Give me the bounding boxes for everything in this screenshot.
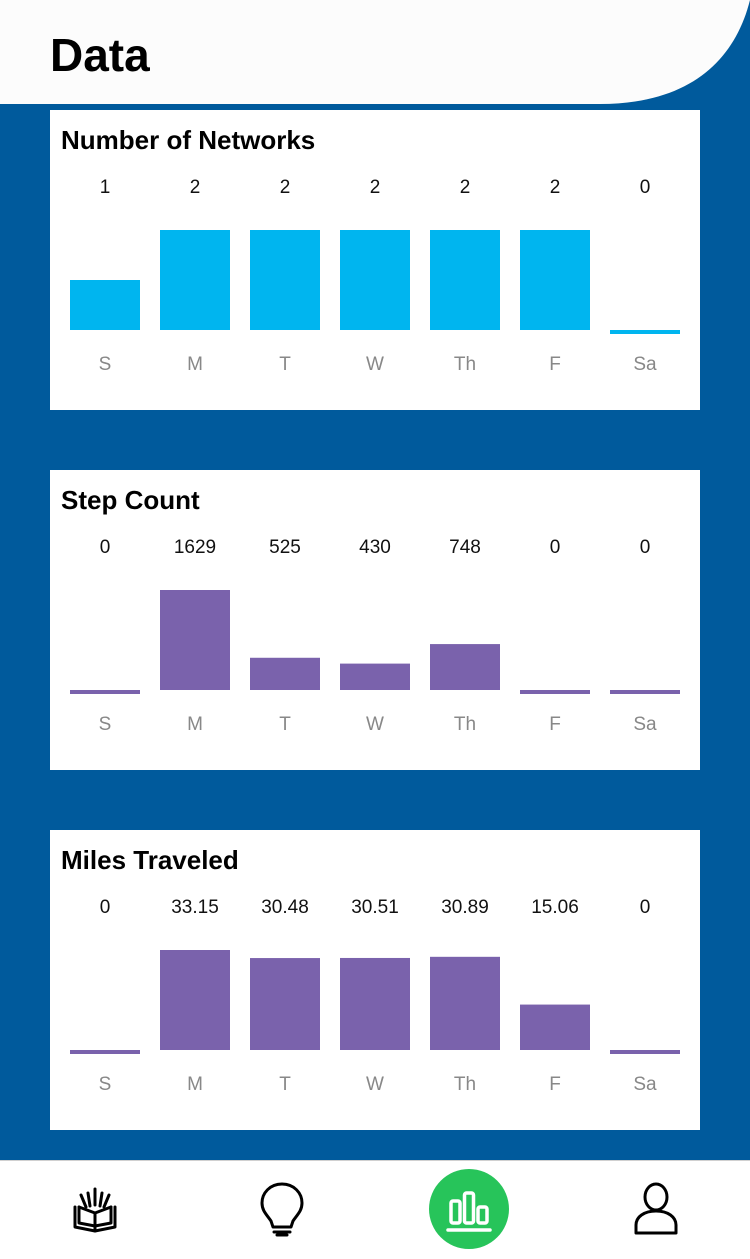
- value-label: 2: [370, 177, 381, 198]
- chart-card-miles: Miles Traveled 0 S 33.15 M 30.48 T 30.51 W 30.89…: [50, 830, 700, 1130]
- bar-t: [250, 657, 320, 690]
- value-label: 33.15: [171, 897, 219, 918]
- bar-th: [430, 644, 500, 690]
- open-book-icon: [73, 1187, 117, 1233]
- bar-chart: 1 S 2 M 2 T 2 W 2 Th 2 F 0 Sa: [70, 177, 680, 375]
- day-label: M: [187, 354, 203, 375]
- bar-s: [70, 1050, 140, 1054]
- chart-card-steps: Step Count 0 S 1629 M 525 T 430 W 748 Th 0 F 0 Sa: [50, 470, 700, 770]
- day-label: S: [99, 1074, 112, 1095]
- value-label: 430: [359, 537, 391, 558]
- bar-th: [430, 230, 500, 330]
- bar-w: [340, 957, 410, 1050]
- bar-sa: [610, 1050, 680, 1054]
- day-label: F: [549, 1074, 561, 1095]
- day-label: S: [99, 714, 112, 735]
- value-label: 0: [100, 537, 111, 558]
- day-label: M: [187, 714, 203, 735]
- bar-chart: 0 S 1629 M 525 T 430 W 748 Th 0 F 0 Sa: [70, 537, 680, 735]
- day-label: T: [279, 1074, 291, 1095]
- value-label: 30.48: [261, 897, 309, 918]
- bottom-nav: [0, 1160, 750, 1259]
- value-label: 0: [550, 537, 561, 558]
- day-label: M: [187, 1074, 203, 1095]
- lightbulb-icon: [260, 1182, 304, 1237]
- value-label: 0: [640, 537, 651, 558]
- bar-t: [250, 958, 320, 1050]
- value-label: 2: [280, 177, 291, 198]
- day-label: F: [549, 354, 561, 375]
- day-label: W: [366, 354, 384, 375]
- value-label: 0: [640, 897, 651, 918]
- value-label: 2: [190, 177, 201, 198]
- nav-data-button[interactable]: [429, 1169, 509, 1249]
- day-label: Th: [454, 714, 476, 735]
- value-label: 30.89: [441, 897, 489, 918]
- day-label: Th: [454, 1074, 476, 1095]
- bar-f: [520, 690, 590, 694]
- day-label: F: [549, 714, 561, 735]
- bar-w: [340, 230, 410, 330]
- bar-m: [160, 230, 230, 330]
- day-label: W: [366, 1074, 384, 1095]
- day-label: Th: [454, 354, 476, 375]
- day-label: W: [366, 714, 384, 735]
- value-label: 1629: [174, 537, 216, 558]
- bar-m: [160, 590, 230, 690]
- value-label: 0: [640, 177, 651, 198]
- value-label: 0: [100, 897, 111, 918]
- bar-th: [430, 956, 500, 1050]
- value-label: 525: [269, 537, 301, 558]
- value-label: 1: [100, 177, 111, 198]
- bar-s: [70, 690, 140, 694]
- bar-w: [340, 663, 410, 690]
- bar-chart-icon: [446, 1191, 492, 1232]
- day-label: Sa: [633, 714, 657, 735]
- bar-s: [70, 280, 140, 330]
- value-label: 2: [550, 177, 561, 198]
- chart-title: Miles Traveled: [61, 845, 239, 875]
- day-label: Sa: [633, 1074, 657, 1095]
- value-label: 15.06: [531, 897, 579, 918]
- day-label: S: [99, 354, 112, 375]
- bar-chart: 0 S 33.15 M 30.48 T 30.51 W 30.89 Th 15.06 F 0 Sa: [70, 897, 680, 1095]
- bar-t: [250, 230, 320, 330]
- chart-title: Number of Networks: [61, 125, 316, 155]
- day-label: T: [279, 714, 291, 735]
- bar-m: [160, 950, 230, 1050]
- bar-f: [520, 230, 590, 330]
- nav-learn-button[interactable]: [55, 1169, 135, 1249]
- bar-f: [520, 1004, 590, 1050]
- nav-tips-button[interactable]: [242, 1169, 322, 1249]
- page-title: Data: [50, 29, 150, 81]
- chart-title: Step Count: [61, 485, 200, 515]
- header: Data: [0, 0, 750, 104]
- bar-sa: [610, 690, 680, 694]
- value-label: 748: [449, 537, 481, 558]
- day-label: T: [279, 354, 291, 375]
- value-label: 2: [460, 177, 471, 198]
- chart-card-networks: Number of Networks 1 S 2 M 2 T 2 W 2 Th 2 F 0 Sa: [50, 110, 700, 410]
- header-curve: [0, 0, 750, 104]
- nav-profile-button[interactable]: [616, 1169, 696, 1249]
- value-label: 30.51: [351, 897, 399, 918]
- day-label: Sa: [633, 354, 657, 375]
- bar-sa: [610, 330, 680, 334]
- user-icon: [634, 1182, 678, 1235]
